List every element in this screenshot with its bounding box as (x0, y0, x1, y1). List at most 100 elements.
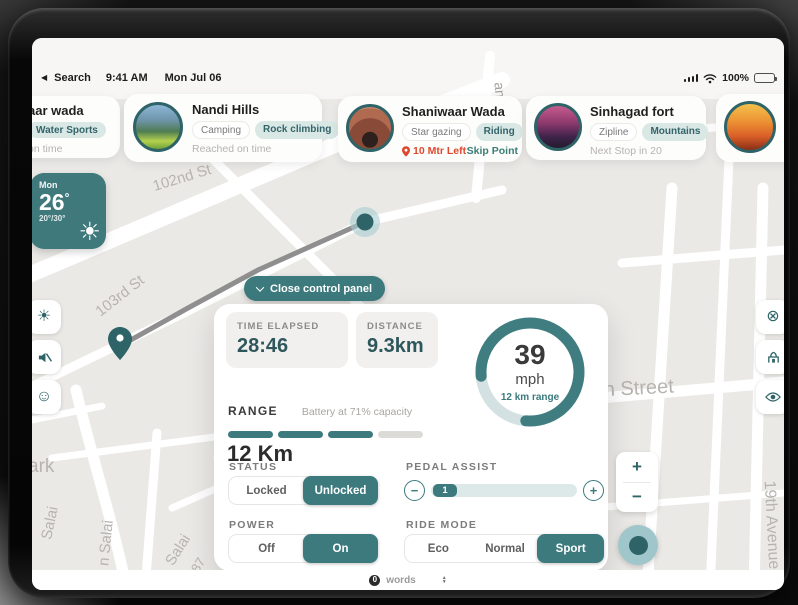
waypoint-title: Nandi Hills (192, 102, 260, 117)
waypoint-photo (346, 104, 394, 152)
pin-icon (402, 145, 410, 157)
speed-unit: mph (515, 371, 545, 388)
pedal-assist-control: − 1 + (404, 476, 604, 505)
activity-tag: Mountains (642, 123, 709, 141)
current-location-button[interactable] (618, 525, 658, 565)
activity-tag: Camping (192, 121, 251, 139)
speaker-mute-icon (38, 352, 52, 362)
map-block (32, 38, 784, 99)
skip-point-button[interactable]: Skip Point (466, 145, 518, 157)
power-label: POWER (229, 519, 276, 531)
status-option-unlocked[interactable]: Unlocked (303, 476, 378, 505)
route-current-position-dot[interactable] (350, 207, 380, 237)
waypoint-photo (133, 102, 183, 152)
status-option-locked[interactable]: Locked (246, 484, 287, 497)
close-control-panel-button[interactable]: Close control panel (244, 276, 386, 301)
speed-gauge: 39 mph 12 km range (468, 310, 592, 434)
back-to-app-icon[interactable]: ◀ (41, 73, 48, 82)
distance-label: DISTANCE (367, 321, 423, 332)
landmark-button[interactable] (756, 340, 784, 374)
close-overlay-button[interactable]: ⊗ (756, 300, 784, 334)
waypoint-note: Next Stop in 20 (590, 145, 662, 157)
ride-mode-control: Eco Normal Sport (404, 534, 605, 563)
power-control: Off On (228, 534, 378, 563)
weather-widget[interactable]: Mon 26° 20°/30° ☀ (32, 173, 106, 249)
waypoint-note: on time (32, 143, 63, 155)
stepper-down-icon: ▼ (441, 579, 447, 585)
voice-assistant-button[interactable]: ☺ (32, 380, 61, 414)
street-label: th Street (597, 375, 675, 402)
waypoint-card[interactable]: Nandi Hills Camping Rock climbing Reache… (124, 94, 340, 162)
waypoint-title: aar wada (32, 103, 84, 118)
waypoint-card[interactable]: aar wada Water Sports on time (32, 96, 120, 158)
ride-mode-label: RIDE MODE (406, 519, 478, 531)
location-dot-icon (628, 535, 648, 555)
pedal-assist-decrease-button[interactable]: − (404, 480, 425, 501)
stepper-up-icon: ▲ (441, 574, 447, 581)
cellular-signal-icon (683, 73, 699, 83)
weather-temp: 26 (39, 189, 65, 215)
speed-value: 39 (514, 339, 546, 370)
distance-value: 9.3km (367, 335, 424, 357)
pedal-assist-slider[interactable]: 1 (431, 484, 577, 497)
status-time: 9:41 AM (105, 72, 148, 84)
gauge-range-note: 12 km range (500, 392, 560, 403)
waypoint-card[interactable]: Sinhagad fort Zipline Mountains Next Sto… (526, 96, 709, 160)
degree-symbol: ° (64, 190, 70, 205)
time-elapsed-value: 28:46 (237, 335, 289, 357)
brightness-button[interactable]: ☀ (32, 300, 61, 334)
waypoint-note: Reached on time (192, 143, 272, 155)
time-elapsed-box: TIME ELAPSED 28:46 (226, 312, 348, 368)
destination-pin[interactable] (108, 327, 132, 360)
distance-alert-text: 10 Mtr Left (413, 145, 467, 157)
waypoint-title: Sinhagad fort (590, 104, 674, 119)
control-panel: TIME ELAPSED 28:46 DISTANCE 9.3km 39 mph… (214, 304, 608, 571)
battery-capacity-note: Battery at 71% capacity (301, 406, 413, 418)
zoom-out-button[interactable]: − (632, 487, 642, 507)
close-circle-icon: ⊗ (766, 308, 780, 325)
time-elapsed-label: TIME ELAPSED (237, 321, 320, 332)
activity-tag: Water Sports (32, 122, 106, 138)
waypoint-card[interactable]: Shaniwaar Wada Star gazing Riding 10 Mtr… (338, 96, 523, 162)
speed-gauge-ring (475, 317, 585, 427)
ride-mode-option-eco[interactable]: Eco (427, 542, 449, 555)
waypoint-card[interactable] (716, 94, 784, 162)
face-icon: ☺ (35, 388, 53, 405)
weather-low-high: 20°/30° (39, 214, 66, 224)
status-date: Mon Jul 06 (164, 72, 222, 84)
street-label: ark (32, 456, 55, 477)
zoom-in-button[interactable]: + (632, 456, 642, 476)
divider (623, 481, 651, 483)
waypoint-photo (534, 103, 582, 151)
eye-icon (765, 392, 781, 402)
activity-tag: Riding (475, 123, 523, 141)
waypoint-title: Shaniwaar Wada (402, 104, 505, 119)
ride-mode-option-sport[interactable]: Sport (537, 534, 605, 563)
pedal-assist-slider-handle[interactable]: 1 (433, 484, 457, 497)
stepper-control[interactable]: ▲ ▼ (441, 574, 447, 585)
word-count-value: 0 (369, 574, 381, 586)
battery-segment (378, 431, 423, 438)
mute-button[interactable] (32, 340, 61, 374)
battery-icon (754, 73, 777, 83)
visibility-button[interactable] (756, 380, 784, 414)
word-count-label: words (386, 574, 416, 586)
close-control-panel-label: Close control panel (270, 282, 373, 295)
ride-mode-option-normal[interactable]: Normal (485, 542, 525, 555)
word-count-bar: 0 words ▲ ▼ (32, 570, 784, 590)
power-option-on[interactable]: On (303, 534, 378, 563)
pedal-assist-increase-button[interactable]: + (583, 480, 604, 501)
range-label: RANGE (228, 404, 278, 418)
tablet-frame: 102nd St 103rd St an th Street 19th Aven… (8, 8, 790, 598)
landmark-icon (767, 351, 779, 363)
brightness-icon: ☀ (36, 308, 52, 325)
route-line (117, 219, 368, 349)
battery-segment-bar (228, 431, 423, 438)
activity-tag: Star gazing (402, 123, 471, 141)
power-option-off[interactable]: Off (258, 542, 275, 555)
screen: 102nd St 103rd St an th Street 19th Aven… (32, 38, 784, 590)
status-app-label[interactable]: Search (54, 72, 91, 84)
pedal-assist-label: PEDAL ASSIST (406, 461, 498, 473)
battery-percent: 100% (722, 72, 749, 84)
